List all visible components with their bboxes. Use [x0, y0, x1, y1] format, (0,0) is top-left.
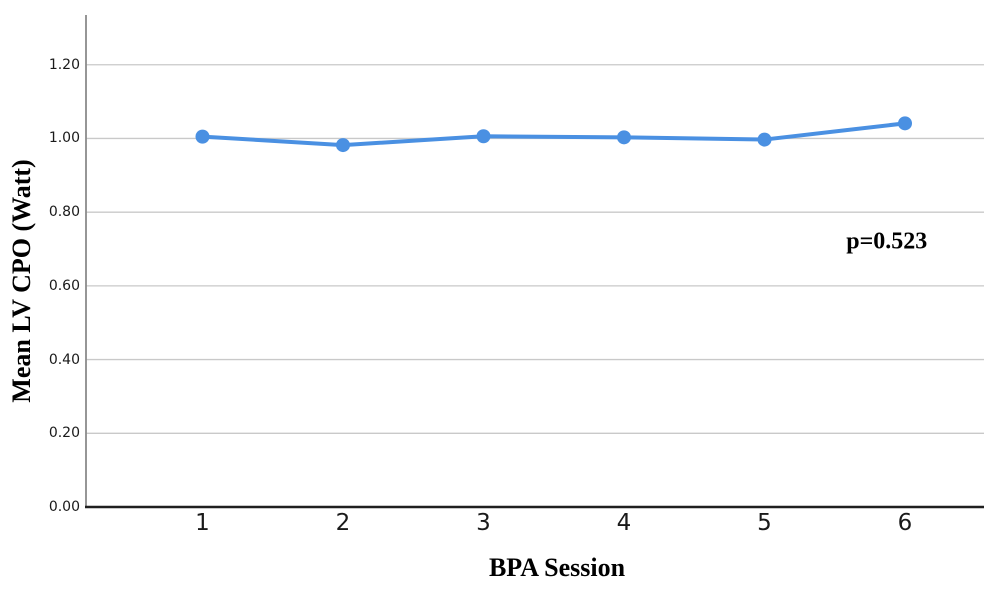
y-tick-label: 0.00 — [48, 499, 80, 515]
x-tick-label: 1 — [195, 510, 210, 536]
data-point — [476, 129, 491, 144]
y-tick-label: 1.00 — [48, 130, 80, 147]
data-point — [757, 132, 772, 147]
y-axis-title: Mean LV CPO (Watt) — [7, 159, 36, 403]
data-line — [200, 121, 907, 148]
data-point — [898, 116, 912, 131]
x-tick-label: 5 — [757, 510, 772, 536]
x-tick-label: 3 — [476, 510, 491, 536]
y-tick-label: 0.20 — [48, 425, 80, 442]
x-tick-label: 6 — [897, 510, 913, 536]
data-point — [617, 130, 631, 145]
y-tick-label: 0.60 — [48, 277, 80, 294]
data-point — [195, 129, 210, 144]
data-point — [336, 138, 350, 153]
y-tick-label: 0.40 — [48, 351, 80, 368]
x-tick-label: 4 — [616, 510, 632, 536]
y-tick-label: 1.20 — [48, 56, 80, 73]
p-value-annotation: p=0.523 — [846, 228, 928, 255]
x-axis-title: BPA Session — [488, 553, 626, 582]
x-tick-label: 2 — [335, 510, 351, 536]
y-tick-label: 0.80 — [48, 204, 80, 221]
